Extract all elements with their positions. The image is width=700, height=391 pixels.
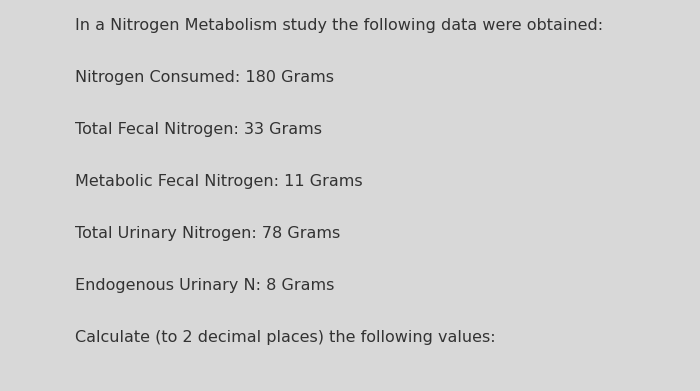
Text: Total Urinary Nitrogen: 78 Grams: Total Urinary Nitrogen: 78 Grams (75, 226, 340, 241)
Text: In a Nitrogen Metabolism study the following data were obtained:: In a Nitrogen Metabolism study the follo… (75, 18, 603, 33)
Text: Total Fecal Nitrogen: 33 Grams: Total Fecal Nitrogen: 33 Grams (75, 122, 322, 137)
Text: Nitrogen Consumed: 180 Grams: Nitrogen Consumed: 180 Grams (75, 70, 334, 85)
Text: Endogenous Urinary N: 8 Grams: Endogenous Urinary N: 8 Grams (75, 278, 335, 293)
Text: Metabolic Fecal Nitrogen: 11 Grams: Metabolic Fecal Nitrogen: 11 Grams (75, 174, 363, 189)
Text: Calculate (to 2 decimal places) the following values:: Calculate (to 2 decimal places) the foll… (75, 330, 496, 345)
